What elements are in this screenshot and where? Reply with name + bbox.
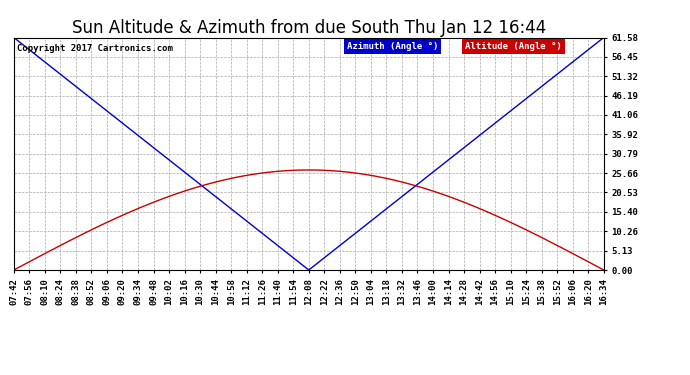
Text: Altitude (Angle °): Altitude (Angle °) (465, 42, 562, 51)
Text: Copyright 2017 Cartronics.com: Copyright 2017 Cartronics.com (17, 45, 172, 54)
Title: Sun Altitude & Azimuth from due South Thu Jan 12 16:44: Sun Altitude & Azimuth from due South Th… (72, 20, 546, 38)
Text: Azimuth (Angle °): Azimuth (Angle °) (347, 42, 439, 51)
